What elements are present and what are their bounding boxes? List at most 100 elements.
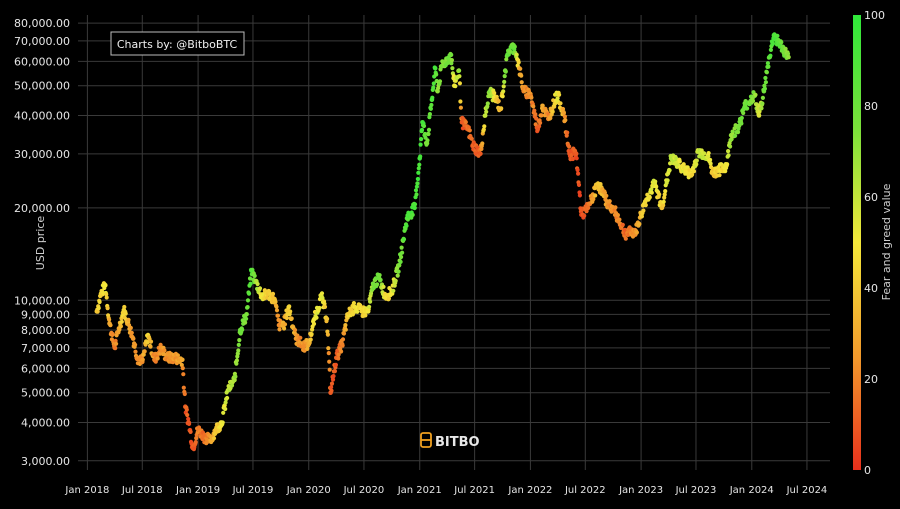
data-point — [418, 154, 423, 159]
data-point — [532, 108, 537, 113]
data-point — [531, 104, 536, 109]
data-point — [502, 79, 507, 84]
data-point — [187, 421, 192, 426]
data-point — [148, 344, 153, 349]
data-point — [768, 53, 773, 58]
data-point — [310, 327, 315, 332]
data-point — [759, 106, 764, 111]
data-point — [110, 332, 115, 337]
data-point — [753, 92, 758, 97]
x-tick-label: Jul 2021 — [453, 485, 495, 496]
data-point — [615, 213, 621, 218]
data-point — [639, 214, 645, 219]
data-point — [567, 144, 572, 149]
data-point — [182, 391, 187, 397]
data-point — [255, 281, 260, 287]
data-point — [430, 95, 435, 100]
data-point — [399, 245, 404, 250]
data-point — [235, 351, 240, 356]
data-point — [504, 57, 509, 62]
data-point — [339, 349, 344, 354]
data-point — [735, 130, 741, 135]
data-point — [322, 304, 328, 309]
data-point — [565, 130, 570, 135]
data-point — [322, 301, 327, 306]
data-point — [516, 60, 521, 65]
data-point — [336, 356, 341, 361]
data-point — [434, 72, 439, 77]
data-point — [194, 436, 199, 441]
y-tick-label: 30,000.00 — [14, 148, 70, 161]
x-tick-label: Jul 2020 — [343, 485, 385, 496]
data-point — [557, 92, 562, 97]
data-point — [153, 359, 158, 364]
data-point — [745, 106, 750, 111]
data-point — [128, 325, 133, 330]
x-tick-label: Jan 2022 — [507, 485, 552, 496]
data-point — [232, 377, 237, 383]
data-point — [775, 33, 780, 39]
data-point — [103, 282, 108, 288]
colorbar-label: Fear and greed value — [880, 183, 893, 300]
data-point — [233, 374, 238, 379]
data-point — [141, 352, 146, 357]
data-point — [367, 304, 372, 309]
data-point — [514, 52, 519, 57]
data-point — [237, 338, 242, 343]
data-point — [221, 410, 226, 415]
y-tick-label: 8,000.00 — [21, 324, 70, 337]
data-point — [223, 406, 228, 412]
colorbar-ticks: 0 20 40 60 80 100 — [864, 9, 885, 477]
data-point — [457, 81, 462, 86]
data-point — [617, 217, 622, 222]
data-point — [779, 40, 784, 45]
data-point — [288, 309, 293, 314]
data-point — [282, 322, 288, 327]
data-point — [653, 179, 658, 184]
data-point — [496, 99, 501, 104]
data-point — [501, 89, 506, 94]
data-point — [622, 227, 627, 232]
data-point — [130, 336, 136, 341]
data-point — [104, 292, 109, 297]
x-tick-label: Jan 2024 — [729, 485, 774, 496]
data-point — [343, 323, 348, 328]
credit-text: Charts by: @BitboBTC — [117, 38, 238, 51]
data-point — [448, 52, 454, 58]
data-point — [343, 327, 348, 332]
data-point — [533, 122, 538, 127]
x-tick-label: Jul 2023 — [675, 485, 717, 496]
data-point — [220, 420, 225, 425]
data-point — [764, 70, 770, 75]
data-point — [607, 199, 612, 204]
data-point — [576, 171, 581, 176]
data-point — [418, 142, 423, 147]
data-point — [456, 68, 462, 73]
data-point — [180, 357, 185, 363]
data-point — [563, 118, 568, 123]
data-point — [623, 236, 628, 241]
data-point — [329, 385, 334, 390]
data-point — [289, 316, 294, 321]
data-point — [331, 374, 336, 379]
data-point — [416, 170, 421, 175]
data-point — [287, 304, 292, 309]
data-point — [613, 205, 618, 210]
y-axis-label: USD price — [34, 216, 47, 271]
data-point — [533, 112, 538, 117]
data-point — [431, 81, 436, 86]
data-point — [750, 98, 756, 104]
data-point — [604, 193, 609, 198]
data-point — [245, 298, 251, 303]
data-point — [351, 301, 356, 306]
x-tick-label: Jul 2019 — [232, 485, 274, 496]
y-tick-label: 80,000.00 — [14, 17, 70, 30]
data-point — [236, 342, 241, 347]
data-point — [257, 286, 263, 291]
data-point — [275, 313, 281, 318]
data-point — [247, 276, 253, 281]
data-point — [133, 342, 138, 347]
y-tick-label: 50,000.00 — [14, 80, 70, 93]
data-point — [726, 153, 731, 158]
data-point — [763, 80, 769, 85]
